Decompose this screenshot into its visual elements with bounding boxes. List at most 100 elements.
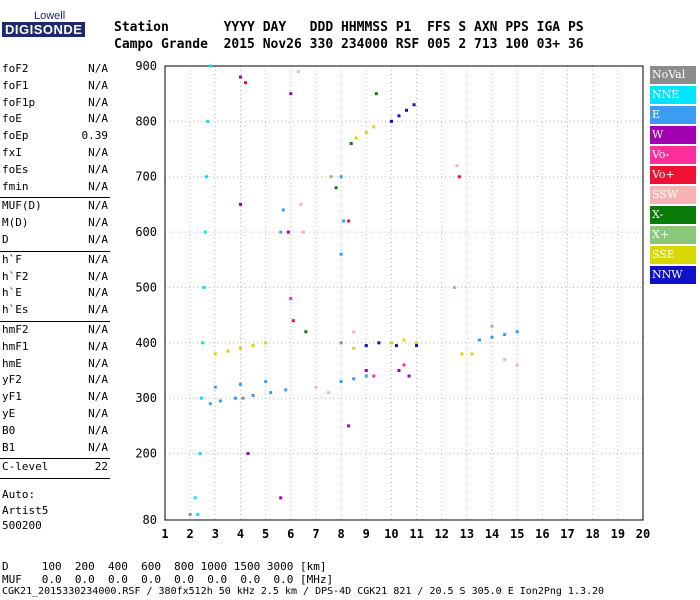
data-point <box>372 125 376 129</box>
param-value: N/A <box>88 233 108 246</box>
data-point <box>238 346 242 350</box>
param-name: hmF1 <box>2 339 29 353</box>
param-name: foF1p <box>2 95 36 109</box>
data-point <box>301 230 305 234</box>
y-tick-label: 400 <box>135 336 157 350</box>
data-point <box>347 219 351 223</box>
param-name: B1 <box>2 440 16 454</box>
legend: NoVal NNE E W Vo- Vo+ SSW X- X+ SSE NNW <box>650 66 696 286</box>
param-value: N/A <box>88 323 108 336</box>
param-name: C-level <box>2 460 49 474</box>
x-tick-label: 10 <box>384 527 398 541</box>
data-point <box>198 452 202 456</box>
param-value: N/A <box>88 216 108 230</box>
data-point <box>405 108 409 112</box>
param-name: h`F2 <box>2 269 29 283</box>
data-point <box>299 202 303 206</box>
data-point <box>377 341 381 345</box>
data-point <box>503 357 507 361</box>
x-tick-label: 13 <box>460 527 474 541</box>
data-point <box>364 130 368 134</box>
param-separator <box>0 321 110 322</box>
data-point <box>342 219 346 223</box>
data-point <box>286 230 290 234</box>
data-point <box>205 175 209 179</box>
data-point <box>490 335 494 339</box>
x-tick-label: 9 <box>363 527 370 541</box>
plot-frame <box>164 65 644 521</box>
data-point <box>364 369 368 373</box>
data-point <box>455 164 459 168</box>
auto-label: Auto: <box>2 488 36 501</box>
data-point <box>281 208 285 212</box>
data-point <box>269 391 273 395</box>
param-value: N/A <box>88 252 108 266</box>
param-name: foF2 <box>2 62 29 75</box>
data-point <box>470 352 474 356</box>
param-name: foF1 <box>2 78 29 92</box>
header-labels: Station YYYY DAY DDD HHMMSS P1 FFS S AXN… <box>114 20 584 35</box>
x-tick-label: 14 <box>485 527 499 541</box>
param-name: D <box>2 233 9 246</box>
data-point <box>394 344 398 348</box>
param-value: N/A <box>88 62 108 75</box>
data-point <box>238 382 242 386</box>
x-tick-label: 15 <box>510 527 524 541</box>
data-point <box>389 341 393 345</box>
data-point <box>238 75 242 79</box>
param-name: MUF(D) <box>2 199 42 213</box>
y-tick-label: 80 <box>143 513 157 527</box>
param-name: h`E <box>2 286 22 300</box>
param-name: foE <box>2 112 22 126</box>
param-value: N/A <box>88 146 108 159</box>
param-separator <box>0 197 110 199</box>
data-point <box>246 452 250 456</box>
footer-info: CGK21_2015330234000.RSF / 380fx512h 50 k… <box>2 586 605 597</box>
data-point <box>233 396 237 400</box>
data-point <box>226 349 230 353</box>
header-values: Campo Grande 2015 Nov26 330 234000 RSF 0… <box>114 37 584 52</box>
param-value: N/A <box>88 179 108 193</box>
legend-item: NNE <box>650 86 696 104</box>
data-point <box>402 363 406 367</box>
x-tick-label: 19 <box>611 527 625 541</box>
data-point <box>402 338 406 342</box>
data-point <box>264 341 268 345</box>
x-tick-label: 1 <box>161 527 168 541</box>
data-point <box>352 346 356 350</box>
data-point <box>208 402 212 406</box>
param-value: N/A <box>88 112 108 126</box>
param-name: foEp <box>2 129 29 143</box>
x-tick-label: 7 <box>312 527 319 541</box>
auto-artist: Artist5 <box>2 504 49 517</box>
data-point <box>415 344 419 348</box>
param-name: M(D) <box>2 216 29 230</box>
legend-item: SSE <box>650 246 696 264</box>
data-point <box>477 338 481 342</box>
param-name: fmin <box>2 179 29 193</box>
data-point <box>188 512 192 516</box>
data-point <box>349 142 353 146</box>
data-point <box>314 385 318 389</box>
muf-row: MUF 0.0 0.0 0.0 0.0 0.0 0.0 0.0 0.0 [MHz… <box>2 573 334 586</box>
data-point <box>264 380 268 384</box>
data-point <box>397 114 401 118</box>
data-point <box>352 377 356 381</box>
legend-item: NoVal <box>650 66 696 84</box>
data-point <box>452 285 456 289</box>
param-value: N/A <box>88 303 108 317</box>
x-tick-label: 18 <box>585 527 599 541</box>
legend-item: Vo- <box>650 146 696 164</box>
data-point <box>284 388 288 392</box>
legend-item: SSW <box>650 186 696 204</box>
param-value: N/A <box>88 199 108 213</box>
param-value: N/A <box>88 162 108 176</box>
x-tick-label: 16 <box>535 527 549 541</box>
logo-text-lowell: Lowell <box>34 10 66 22</box>
data-point <box>407 374 411 378</box>
data-point <box>244 81 248 85</box>
data-point <box>374 92 378 96</box>
param-separator <box>0 458 110 460</box>
data-point <box>279 496 283 500</box>
x-tick-label: 6 <box>287 527 294 541</box>
